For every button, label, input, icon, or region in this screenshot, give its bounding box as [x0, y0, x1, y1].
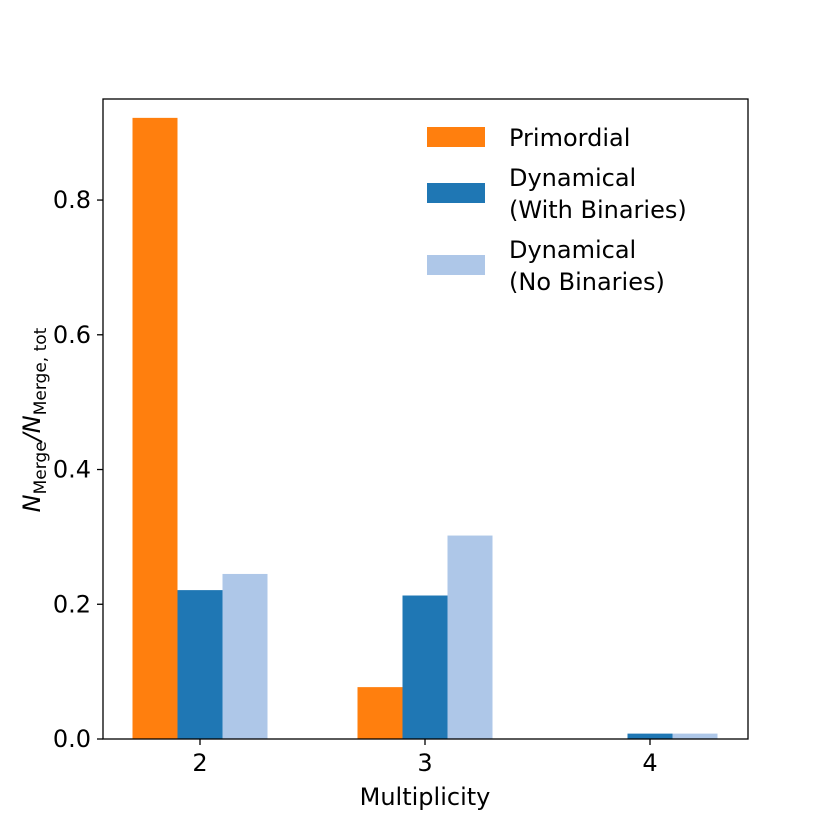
y-tick-label: 0.8: [53, 186, 91, 214]
legend-label-line: (With Binaries): [509, 196, 687, 224]
bar-dynamical-no-binaries-2: [222, 573, 268, 739]
y-tick-label: 0.2: [53, 590, 91, 618]
bar-dynamical-with-binaries-4: [627, 733, 673, 739]
legend-label: Dynamical (With Binaries): [509, 164, 687, 224]
x-axis-label: Multiplicity: [360, 783, 491, 811]
y-label-n1: N: [18, 494, 46, 512]
legend-label-line: Dynamical: [509, 164, 636, 192]
legend-swatch: [427, 127, 485, 147]
legend-label: Dynamical (No Binaries): [509, 236, 665, 296]
x-axis: 2 3 4: [192, 739, 658, 777]
legend-label-line: Primordial: [509, 124, 630, 152]
y-label-sub1: Merge: [31, 441, 51, 494]
bar-primordial-2: [132, 117, 178, 739]
y-axis-label: NMerge/NMerge, tot: [18, 327, 51, 512]
x-tick-label: 3: [417, 749, 432, 777]
y-label-mid: /N: [18, 415, 46, 443]
legend-swatch: [427, 255, 485, 275]
x-tick-label: 2: [192, 749, 207, 777]
y-label-sub2: Merge, tot: [31, 327, 51, 415]
y-tick-label: 0.6: [53, 321, 91, 349]
bar-dynamical-with-binaries-2: [177, 590, 223, 739]
y-tick-label: 0.0: [53, 725, 91, 753]
bar-primordial-3: [357, 687, 403, 739]
bar-dynamical-with-binaries-3: [402, 595, 448, 739]
legend-label: Primordial: [509, 124, 630, 152]
legend-swatch: [427, 183, 485, 203]
y-axis: 0.0 0.2 0.4 0.6 0.8: [53, 186, 103, 753]
y-tick-label: 0.4: [53, 456, 91, 484]
bar-dynamical-no-binaries-4: [672, 733, 718, 739]
legend-label-line: Dynamical: [509, 236, 636, 264]
legend-label-line: (No Binaries): [509, 268, 665, 296]
bar-dynamical-no-binaries-3: [447, 535, 493, 739]
bars-group: [132, 117, 718, 739]
x-tick-label: 4: [642, 749, 657, 777]
